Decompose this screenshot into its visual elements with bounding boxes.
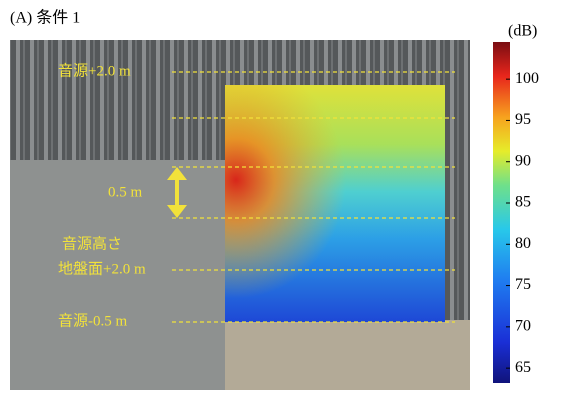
tick-label: 90 [515, 152, 531, 169]
annotation: 音源-0.5 m [58, 312, 127, 329]
annotation: 音源高さ [62, 235, 122, 252]
annotation: 地盤面+2.0 m [58, 260, 146, 277]
tick-label: 75 [515, 276, 531, 293]
tick-label: 95 [515, 111, 531, 128]
colorbar-unit: (dB) [508, 23, 537, 40]
annotation: 0.5 m [108, 184, 143, 200]
tick-label: 70 [515, 318, 531, 335]
figure-title: (A) 条件 1 [10, 9, 80, 27]
photo [10, 40, 470, 390]
tick-label: 100 [515, 70, 539, 87]
tick-label: 85 [515, 194, 531, 211]
annotation: 音源+2.0 m [58, 62, 131, 79]
figure: (A) 条件 1 音源+2.0 m 0.5 m 音源高さ 地盤面+2.0 m 音… [0, 0, 562, 394]
colorbar [493, 42, 510, 383]
colorbar-ticks: 65 70 75 80 85 90 95 100 [506, 70, 539, 376]
tick-label: 80 [515, 235, 531, 252]
tick-label: 65 [515, 359, 531, 376]
